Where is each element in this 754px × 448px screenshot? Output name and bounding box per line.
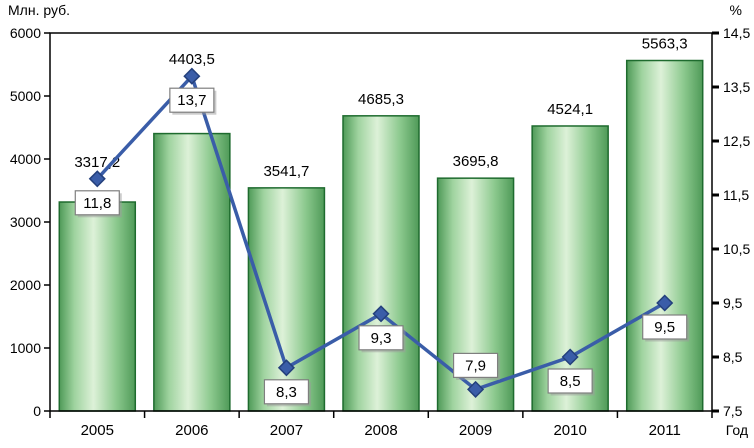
label-box-text: 11,8 xyxy=(83,195,111,212)
line-marker xyxy=(88,170,106,188)
left-axis-tick-label: 1000 xyxy=(10,340,41,356)
line-marker xyxy=(277,359,295,377)
line-value-label: 7,9 xyxy=(452,352,501,380)
x-axis-title: Год xyxy=(725,422,748,438)
label-box xyxy=(358,325,404,351)
right-axis-tick-label: 8,5 xyxy=(723,349,743,365)
x-category-label: 2008 xyxy=(364,422,397,439)
right-axis-tick-label: 14,5 xyxy=(723,25,750,41)
bar-value-label: 4403,5 xyxy=(169,51,215,68)
x-category-label: 2006 xyxy=(175,422,208,439)
right-axis-tick-label: 13,5 xyxy=(723,79,750,95)
bar xyxy=(58,201,137,412)
left-axis-tick-label: 5000 xyxy=(10,88,41,104)
bar-value-label: 4685,3 xyxy=(358,91,404,108)
label-box-text: 13,7 xyxy=(177,92,206,109)
line-marker xyxy=(372,305,390,323)
line-marker xyxy=(656,294,674,312)
bar xyxy=(247,187,326,412)
left-axis-tick-label: 0 xyxy=(33,403,41,419)
line-value-label: 8,3 xyxy=(263,379,311,407)
left-axis-tick-label: 6000 xyxy=(10,25,41,41)
bar-value-label: 3695,8 xyxy=(453,153,499,170)
left-axis-tick-label: 3000 xyxy=(10,214,41,230)
x-category-label: 2005 xyxy=(81,422,114,439)
left-axis-tick-label: 2000 xyxy=(10,277,41,293)
line-marker xyxy=(467,380,485,398)
x-category-label: 2007 xyxy=(270,422,303,439)
label-box xyxy=(452,352,499,378)
right-axis-title: % xyxy=(729,2,742,18)
x-category-label: 2011 xyxy=(649,422,681,439)
line-marker xyxy=(561,348,579,366)
right-axis-tick-label: 7,5 xyxy=(723,403,743,419)
line-value-label: 11,8 xyxy=(74,190,122,218)
x-category-label: 2010 xyxy=(553,422,586,439)
right-axis-tick-label: 10,5 xyxy=(723,241,750,257)
left-axis-tick-label: 4000 xyxy=(10,151,41,167)
left-axis-title: Млн. руб. xyxy=(8,2,71,18)
label-box-text: 7,9 xyxy=(465,357,486,374)
bar-value-label: 3541,7 xyxy=(263,163,309,180)
right-axis-tick-label: 12,5 xyxy=(723,133,750,149)
bar xyxy=(625,59,704,412)
right-axis-tick-label: 11,5 xyxy=(723,187,749,203)
label-box xyxy=(74,190,120,216)
label-box-text: 8,5 xyxy=(560,373,581,390)
label-box xyxy=(169,87,215,113)
line-value-label: 13,7 xyxy=(169,87,217,115)
line-value-label: 8,5 xyxy=(547,368,595,396)
label-box xyxy=(642,314,688,340)
label-box xyxy=(263,379,310,405)
label-box-text: 8,3 xyxy=(276,384,297,401)
label-box-text: 9,3 xyxy=(371,330,392,347)
label-box-text: 9,5 xyxy=(654,319,675,336)
bar xyxy=(153,132,231,412)
bar-value-label: 4524,1 xyxy=(547,101,593,118)
right-axis-tick-label: 9,5 xyxy=(723,295,743,311)
bar xyxy=(342,115,420,412)
line-value-label: 9,5 xyxy=(642,314,690,342)
line-marker xyxy=(183,67,201,85)
bar-value-label: 5563,3 xyxy=(642,36,688,53)
bar xyxy=(531,125,609,412)
line-value-label: 9,3 xyxy=(358,325,406,353)
label-box xyxy=(547,368,593,394)
x-category-label: 2009 xyxy=(459,422,492,439)
